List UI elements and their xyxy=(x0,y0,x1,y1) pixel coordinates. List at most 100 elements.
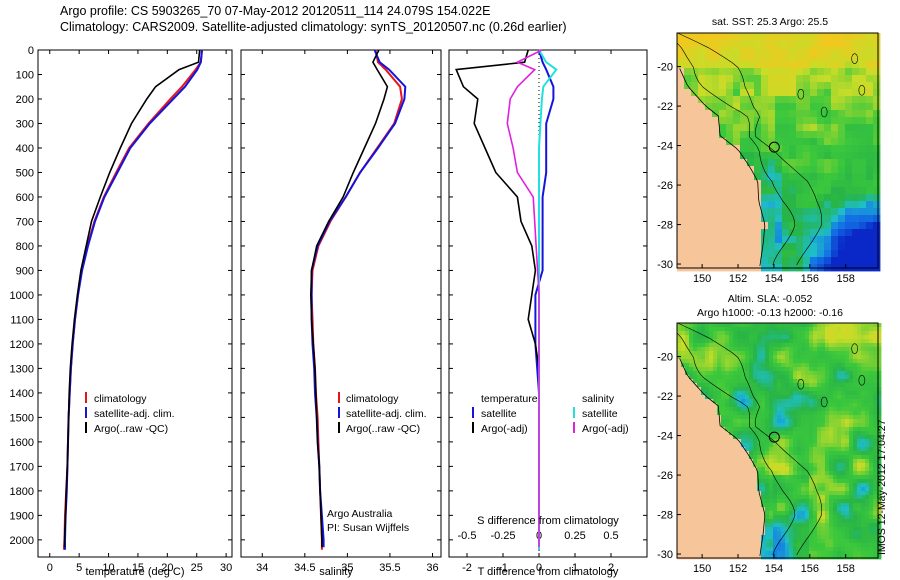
map-cell xyxy=(813,495,818,500)
map-cell xyxy=(789,124,797,132)
map-cell xyxy=(729,395,734,400)
map-cell xyxy=(789,339,794,344)
map-cell xyxy=(777,527,782,532)
map-cell xyxy=(717,431,722,436)
map-cell xyxy=(754,194,762,202)
map-cell xyxy=(805,427,810,432)
map-cell xyxy=(733,152,741,160)
map-cell xyxy=(773,439,778,444)
map-cell xyxy=(829,531,834,536)
map-cell xyxy=(824,96,832,104)
map-cell xyxy=(831,82,839,90)
map-cell xyxy=(713,431,718,436)
map-cell xyxy=(852,180,860,188)
map-cell xyxy=(697,423,702,428)
map-cell xyxy=(796,222,804,230)
map-cell xyxy=(841,387,846,392)
map-cell xyxy=(701,523,706,528)
map-cell xyxy=(709,555,714,560)
map-cell xyxy=(754,243,762,251)
map-cell xyxy=(861,503,866,508)
map-cell xyxy=(865,555,870,560)
map-cell xyxy=(785,495,790,500)
map-cell xyxy=(726,40,734,48)
y-tick-label: 500 xyxy=(16,167,34,179)
map-cell xyxy=(853,431,858,436)
map-cell xyxy=(691,159,699,167)
map-cell xyxy=(761,82,769,90)
map-cell xyxy=(725,451,730,456)
map-cell xyxy=(689,547,694,552)
map-cell xyxy=(745,399,750,404)
temperature-axis-label: temperature (deg C) xyxy=(85,566,184,578)
map-cell xyxy=(833,451,838,456)
map-cell xyxy=(747,201,755,209)
map-cell xyxy=(725,539,730,544)
map-cell xyxy=(865,479,870,484)
map-cell xyxy=(810,236,818,244)
map-cell xyxy=(757,519,762,524)
map-cell xyxy=(765,415,770,420)
y-tick-label: 1300 xyxy=(10,363,34,375)
map-cell xyxy=(721,551,726,556)
map-cell xyxy=(754,75,762,83)
map-cell xyxy=(712,243,720,251)
map-cell xyxy=(693,415,698,420)
map-cell xyxy=(797,355,802,360)
map-cell xyxy=(745,415,750,420)
map-cell xyxy=(677,215,685,223)
map-cell xyxy=(831,222,839,230)
map-cell xyxy=(796,138,804,146)
map-cell xyxy=(701,415,706,420)
map-cell xyxy=(737,419,742,424)
map-cell xyxy=(809,543,814,548)
map-cell xyxy=(861,539,866,544)
map-cell xyxy=(737,331,742,336)
map-cell xyxy=(726,54,734,62)
map-cell xyxy=(717,543,722,548)
map-cell xyxy=(765,331,770,336)
y-tick-label: 1900 xyxy=(10,510,34,522)
map-cell xyxy=(753,511,758,516)
map-cell xyxy=(717,515,722,520)
map-cell xyxy=(829,331,834,336)
map-cell xyxy=(781,475,786,480)
map-cell xyxy=(841,327,846,332)
map-cell xyxy=(796,40,804,48)
map-cell xyxy=(701,351,706,356)
map-cell xyxy=(781,515,786,520)
map-cell xyxy=(869,547,874,552)
map-cell xyxy=(833,343,838,348)
map-cell xyxy=(729,351,734,356)
map-cell xyxy=(733,411,738,416)
map-cell xyxy=(782,208,790,216)
map-cell xyxy=(853,339,858,344)
map-cell xyxy=(833,459,838,464)
map-cell xyxy=(677,535,682,540)
map-cell xyxy=(877,415,882,420)
map-cell xyxy=(753,447,758,452)
map-cell xyxy=(693,479,698,484)
map-cell xyxy=(785,467,790,472)
map-cell xyxy=(768,166,776,174)
map-cell xyxy=(701,367,706,372)
map-cell xyxy=(745,443,750,448)
map-cell xyxy=(833,483,838,488)
map-cell xyxy=(701,335,706,340)
map-cell xyxy=(773,495,778,500)
map-cell xyxy=(777,383,782,388)
map-cell xyxy=(705,491,710,496)
map-cell xyxy=(877,411,882,416)
map-cell xyxy=(817,54,825,62)
map-cell xyxy=(773,387,778,392)
map-cell xyxy=(809,483,814,488)
map-cell xyxy=(677,523,682,528)
map-cell xyxy=(810,33,818,41)
map-cell xyxy=(757,463,762,468)
map-cell xyxy=(769,411,774,416)
map-cell xyxy=(797,327,802,332)
map-cell xyxy=(765,323,770,328)
map-cell xyxy=(677,391,682,396)
map-cell xyxy=(841,491,846,496)
map-cell xyxy=(740,89,748,97)
